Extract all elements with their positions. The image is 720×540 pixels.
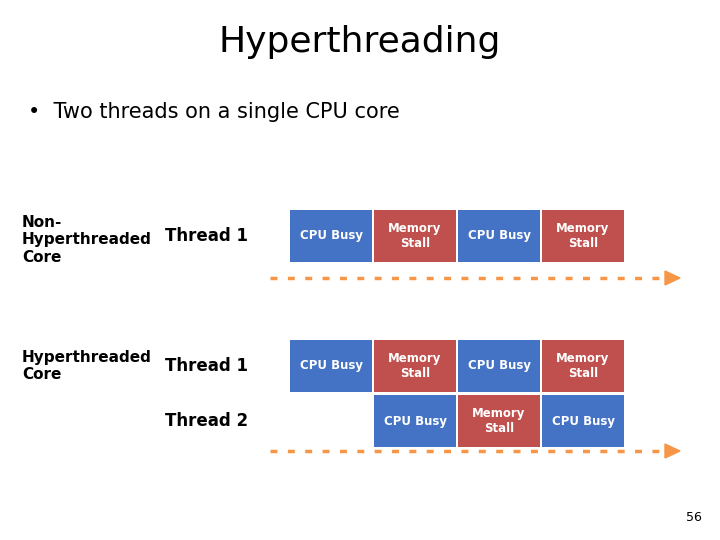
Bar	[290, 210, 372, 262]
Text: •  Two threads on a single CPU core: • Two threads on a single CPU core	[28, 102, 400, 122]
Bar	[542, 210, 624, 262]
Bar	[542, 395, 624, 447]
Text: Hyperthreaded
Core: Hyperthreaded Core	[22, 350, 152, 382]
Text: CPU Busy: CPU Busy	[467, 360, 531, 373]
Text: Memory
Stall: Memory Stall	[388, 352, 441, 380]
Bar	[542, 340, 624, 392]
Text: 56: 56	[686, 511, 702, 524]
Text: Thread 2: Thread 2	[165, 412, 248, 430]
Bar	[374, 395, 456, 447]
Text: CPU Busy: CPU Busy	[467, 230, 531, 242]
Bar	[458, 395, 540, 447]
Text: Memory
Stall: Memory Stall	[388, 222, 441, 250]
Bar	[374, 210, 456, 262]
Text: Hyperthreading: Hyperthreading	[219, 25, 501, 59]
Text: Memory
Stall: Memory Stall	[557, 222, 610, 250]
Text: CPU Busy: CPU Busy	[552, 415, 614, 428]
Text: CPU Busy: CPU Busy	[300, 230, 362, 242]
Text: CPU Busy: CPU Busy	[300, 360, 362, 373]
Text: Memory
Stall: Memory Stall	[557, 352, 610, 380]
Text: Thread 1: Thread 1	[165, 227, 248, 245]
Polygon shape	[665, 271, 680, 285]
Bar	[290, 340, 372, 392]
Bar	[458, 210, 540, 262]
Text: Memory
Stall: Memory Stall	[472, 407, 526, 435]
Text: Non-
Hyperthreaded
Core: Non- Hyperthreaded Core	[22, 215, 152, 265]
Text: Thread 1: Thread 1	[165, 357, 248, 375]
Text: CPU Busy: CPU Busy	[384, 415, 446, 428]
Polygon shape	[665, 444, 680, 458]
Bar	[374, 340, 456, 392]
Bar	[458, 340, 540, 392]
